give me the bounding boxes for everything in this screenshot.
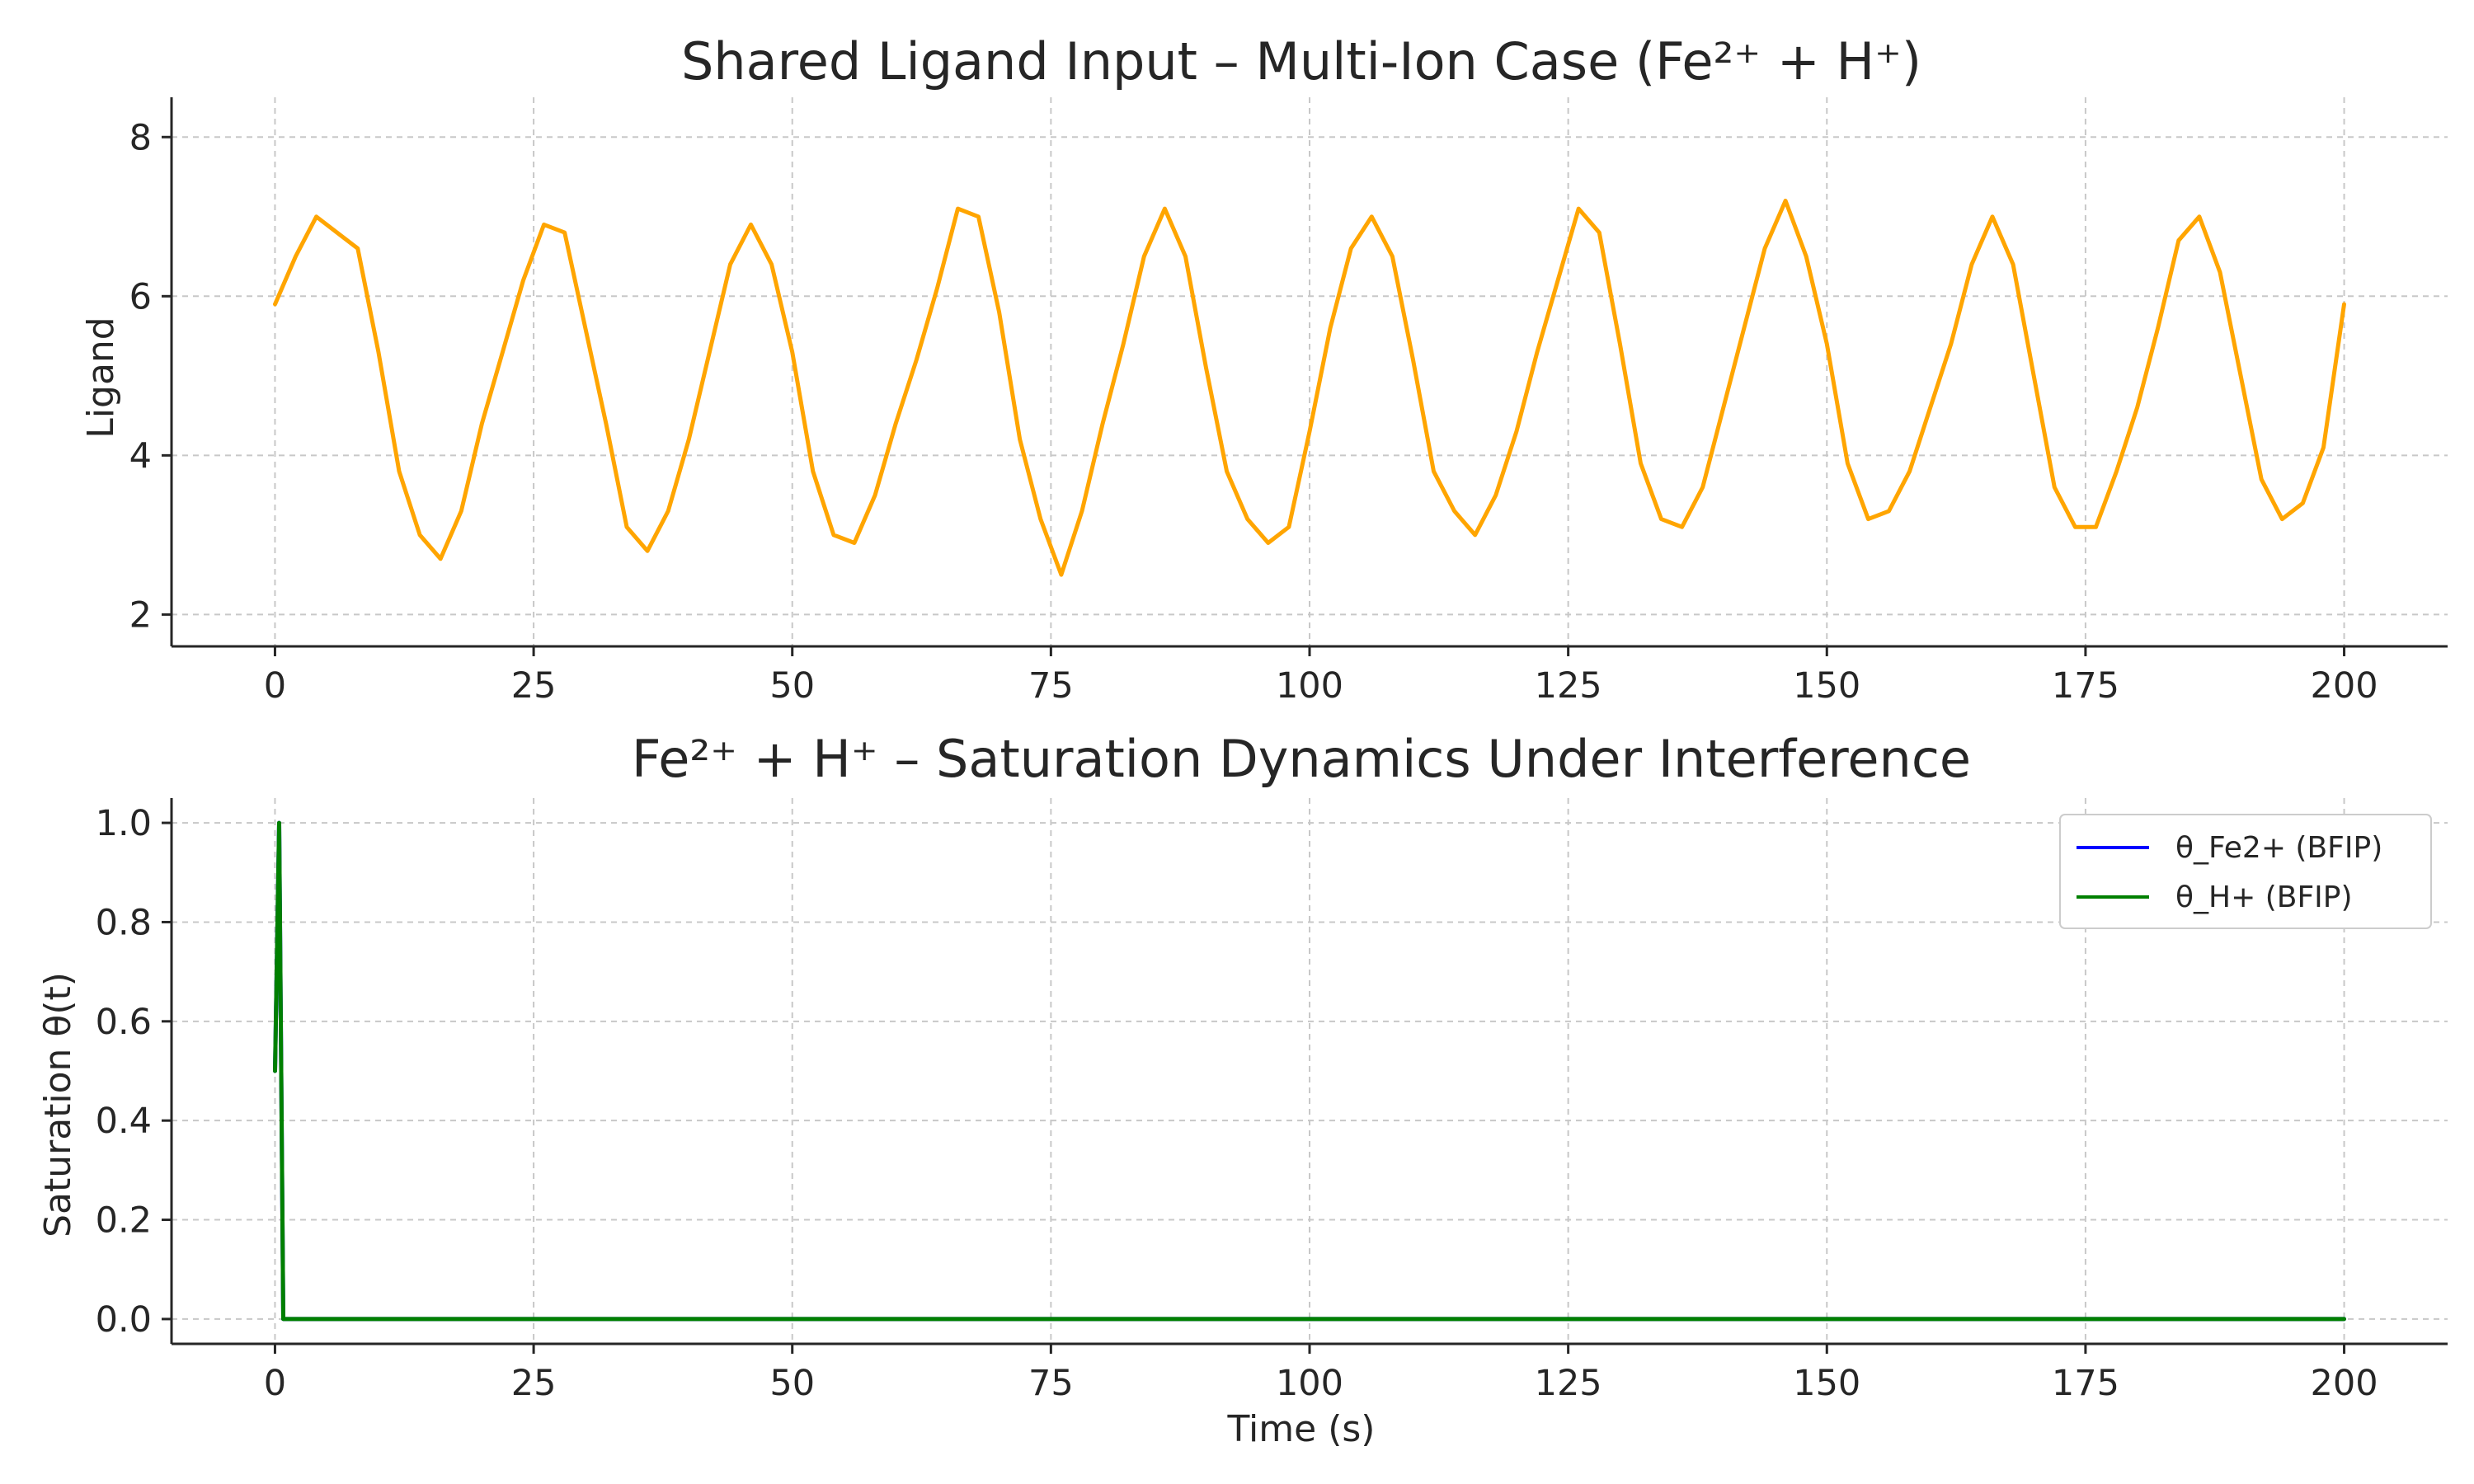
saturation-x-tick-label: 150 [1793, 1363, 1860, 1404]
ligand-x-tick-label: 50 [769, 665, 815, 707]
ligand-y-tick-label: 2 [129, 594, 152, 636]
ligand-series-line-0 [273, 199, 2346, 577]
ligand-y-tick-label: 4 [129, 435, 152, 477]
saturation-x-tick-label: 75 [1028, 1363, 1074, 1404]
saturation-x-tick-label: 200 [2311, 1363, 2378, 1404]
ligand-x-tick-label: 200 [2311, 665, 2378, 707]
saturation-y-tick-label: 0.4 [96, 1101, 152, 1142]
saturation-x-tick-label: 100 [1276, 1363, 1343, 1404]
saturation-legend: θ_Fe2+ (BFIP) θ_H+ (BFIP) [2059, 814, 2432, 929]
ligand-axes [170, 97, 2448, 648]
ligand-x-tick-label: 125 [1535, 665, 1602, 707]
saturation-y-axis-label: Saturation θ(t) [37, 972, 79, 1237]
saturation-ticks: 0 25 50 75 100 125 150 175 200 0.0 0.2 0.4 0.6 0.8 1.0 [96, 803, 2378, 1404]
ligand-x-tick-label: 175 [2052, 665, 2119, 707]
saturation-y-tick-label: 0.2 [96, 1200, 152, 1242]
legend-label-fe2: θ_Fe2+ (BFIP) [2175, 831, 2382, 865]
saturation-y-tick-label: 1.0 [96, 803, 152, 844]
saturation-y-tick-label: 0.6 [96, 1002, 152, 1043]
ligand-panel: Shared Ligand Input – Multi-Ion Case (Fe… [80, 31, 2448, 707]
ligand-x-tick-label: 100 [1276, 665, 1343, 707]
ligand-grid [172, 97, 2448, 646]
saturation-x-tick-label: 125 [1535, 1363, 1602, 1404]
saturation-panel: Fe²⁺ + H⁺ – Saturation Dynamics Under In… [37, 729, 2448, 1450]
saturation-series [273, 820, 2346, 1322]
saturation-x-axis-label: Time (s) [1227, 1408, 1376, 1450]
saturation-x-tick-label: 175 [2052, 1363, 2119, 1404]
ligand-y-tick-label: 6 [129, 276, 152, 317]
saturation-series-line-1 [273, 820, 2346, 1322]
ligand-x-tick-label: 25 [511, 665, 557, 707]
ligand-x-tick-label: 75 [1028, 665, 1074, 707]
saturation-x-tick-label: 50 [769, 1363, 815, 1404]
saturation-x-tick-label: 0 [264, 1363, 286, 1404]
ligand-y-axis-label: Ligand [80, 317, 122, 438]
ligand-series [273, 199, 2346, 577]
saturation-x-tick-label: 25 [511, 1363, 557, 1404]
ligand-chart-title: Shared Ligand Input – Multi-Ion Case (Fe… [681, 31, 1921, 92]
saturation-chart-title: Fe²⁺ + H⁺ – Saturation Dynamics Under In… [632, 729, 1971, 789]
saturation-y-tick-label: 0.0 [96, 1299, 152, 1341]
saturation-y-tick-label: 0.8 [96, 902, 152, 943]
ligand-x-tick-label: 0 [264, 665, 286, 707]
legend-frame [2059, 814, 2432, 929]
ligand-x-tick-label: 150 [1793, 665, 1860, 707]
ligand-ticks: 0 25 50 75 100 125 150 175 200 2 4 6 8 [129, 117, 2378, 707]
ligand-y-tick-label: 8 [129, 117, 152, 158]
legend-label-h: θ_H+ (BFIP) [2175, 881, 2353, 914]
